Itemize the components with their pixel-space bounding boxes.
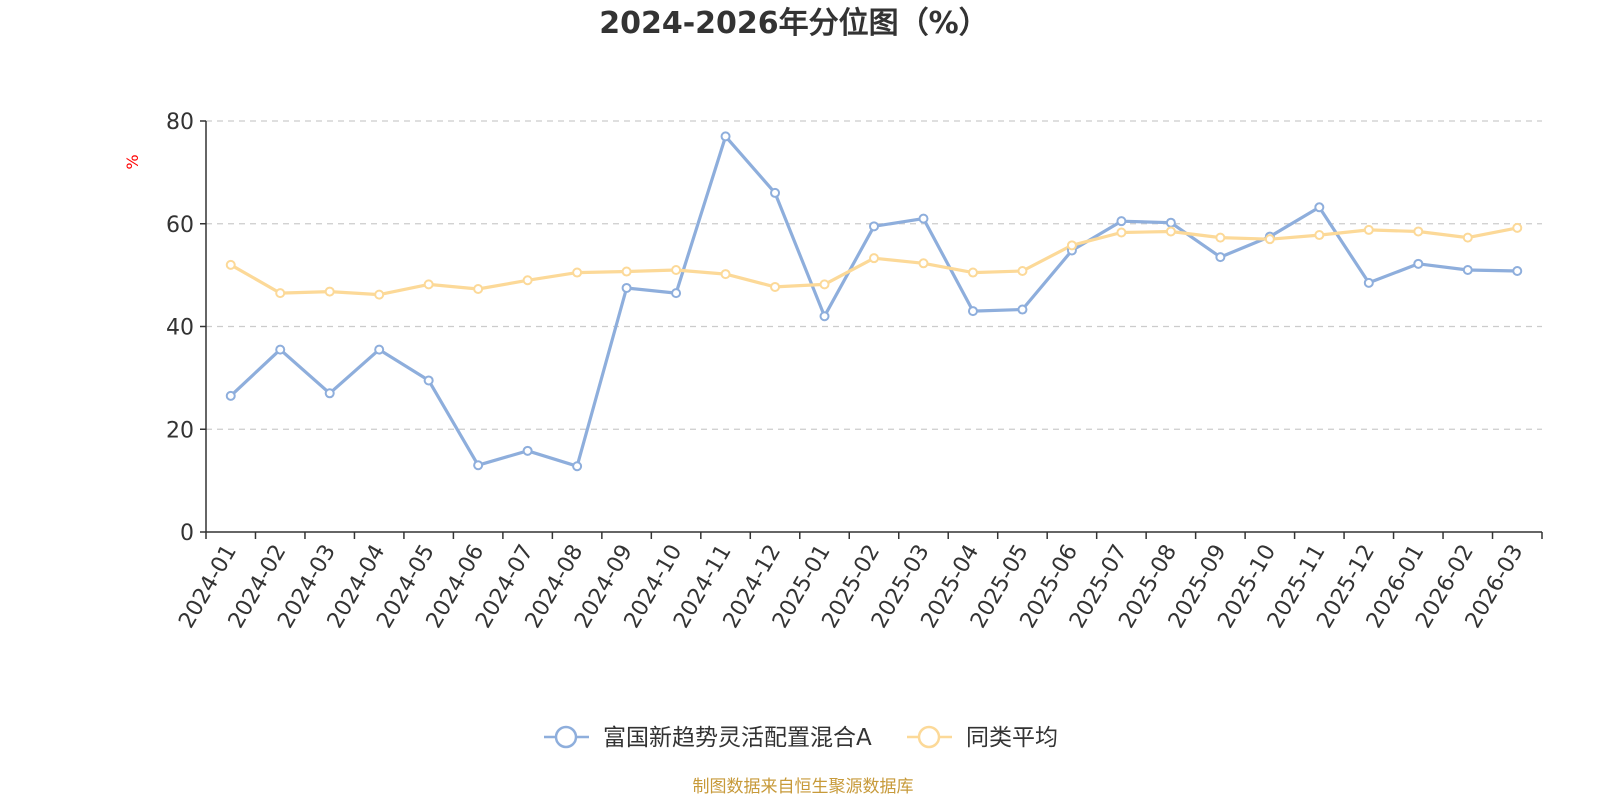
series-2-point[interactable] <box>473 283 484 294</box>
series-1-point[interactable] <box>1165 217 1176 228</box>
series-2-point[interactable] <box>770 281 781 292</box>
legend-series-2-label: 同类平均 <box>966 725 1058 751</box>
series-1-point[interactable] <box>374 344 385 355</box>
series-2-point[interactable] <box>1314 230 1325 241</box>
series-1-point[interactable] <box>720 131 731 142</box>
series-1-point[interactable] <box>671 288 682 299</box>
series-1-point[interactable] <box>770 187 781 198</box>
series-points <box>225 131 1523 472</box>
series-2-point[interactable] <box>1116 227 1127 238</box>
series-1-point[interactable] <box>967 306 978 317</box>
axes: 0204060802024-012024-022024-032024-04202… <box>166 110 1543 633</box>
series-1-point[interactable] <box>275 344 286 355</box>
series-1-line <box>229 134 1518 468</box>
series-2-point[interactable] <box>1363 224 1374 235</box>
legend: 富国新趋势灵活配置混合A 同类平均 <box>544 725 1058 751</box>
series-1-point[interactable] <box>522 445 533 456</box>
series-2-point[interactable] <box>1413 226 1424 237</box>
gridlines <box>206 120 1542 430</box>
legend-series-1-marker-icon <box>554 725 578 749</box>
series-2-point[interactable] <box>869 253 879 264</box>
y-tick-label: 80 <box>166 110 194 135</box>
legend-item-series-1[interactable]: 富国新趋势灵活配置混合A <box>544 725 872 751</box>
series-2-point[interactable] <box>1462 232 1473 243</box>
series-1-point[interactable] <box>819 311 830 322</box>
series-2-point[interactable] <box>572 267 583 278</box>
series-1-point[interactable] <box>621 282 632 293</box>
series-lines <box>229 134 1518 468</box>
series-1-point[interactable] <box>869 221 879 232</box>
series-1-point[interactable] <box>1413 258 1424 269</box>
series-2-point[interactable] <box>522 275 533 286</box>
series-2-point[interactable] <box>275 288 286 299</box>
y-tick-label: 60 <box>166 213 194 238</box>
series-2-point[interactable] <box>918 258 929 269</box>
series-2-point[interactable] <box>1165 226 1176 237</box>
series-2-point[interactable] <box>324 286 335 297</box>
series-2-point[interactable] <box>374 289 385 300</box>
series-1-point[interactable] <box>473 460 484 471</box>
series-2-point[interactable] <box>720 269 731 280</box>
series-1-point[interactable] <box>1363 277 1374 288</box>
series-2-point[interactable] <box>1215 232 1226 243</box>
series-1-point[interactable] <box>423 375 434 386</box>
series-2-point[interactable] <box>819 279 830 290</box>
series-2-point[interactable] <box>1264 234 1275 245</box>
series-1-point[interactable] <box>324 388 335 399</box>
series-1-point[interactable] <box>1314 202 1325 213</box>
y-axis-unit-label: % <box>123 154 142 169</box>
y-tick-label: 20 <box>166 418 194 443</box>
series-1-point[interactable] <box>1215 252 1226 263</box>
series-2-point[interactable] <box>423 279 434 290</box>
series-2-point[interactable] <box>621 266 632 277</box>
y-tick-label: 40 <box>166 316 194 341</box>
series-1-point[interactable] <box>572 461 583 472</box>
series-1-point[interactable] <box>918 213 929 224</box>
series-2-point[interactable] <box>671 264 682 275</box>
legend-series-2-marker-icon <box>917 725 941 749</box>
series-2-point[interactable] <box>225 259 236 270</box>
series-1-point[interactable] <box>225 390 236 401</box>
y-tick-label: 0 <box>180 521 194 546</box>
series-2-point[interactable] <box>1017 266 1028 277</box>
series-1-point[interactable] <box>1116 216 1127 227</box>
series-1-point[interactable] <box>1017 304 1028 315</box>
series-2-point[interactable] <box>967 267 978 278</box>
series-1-point[interactable] <box>1462 264 1473 275</box>
series-2-point[interactable] <box>1512 222 1523 233</box>
data-source-note: 制图数据来自恒生聚源数据库 <box>693 777 914 797</box>
legend-series-1-label: 富国新趋势灵活配置混合A <box>603 725 872 751</box>
series-1-point[interactable] <box>1512 266 1523 277</box>
series-2-point[interactable] <box>1066 240 1077 251</box>
chart-title: 2024-2026年分位图（%） <box>599 6 989 41</box>
legend-item-series-2[interactable]: 同类平均 <box>907 725 1058 751</box>
